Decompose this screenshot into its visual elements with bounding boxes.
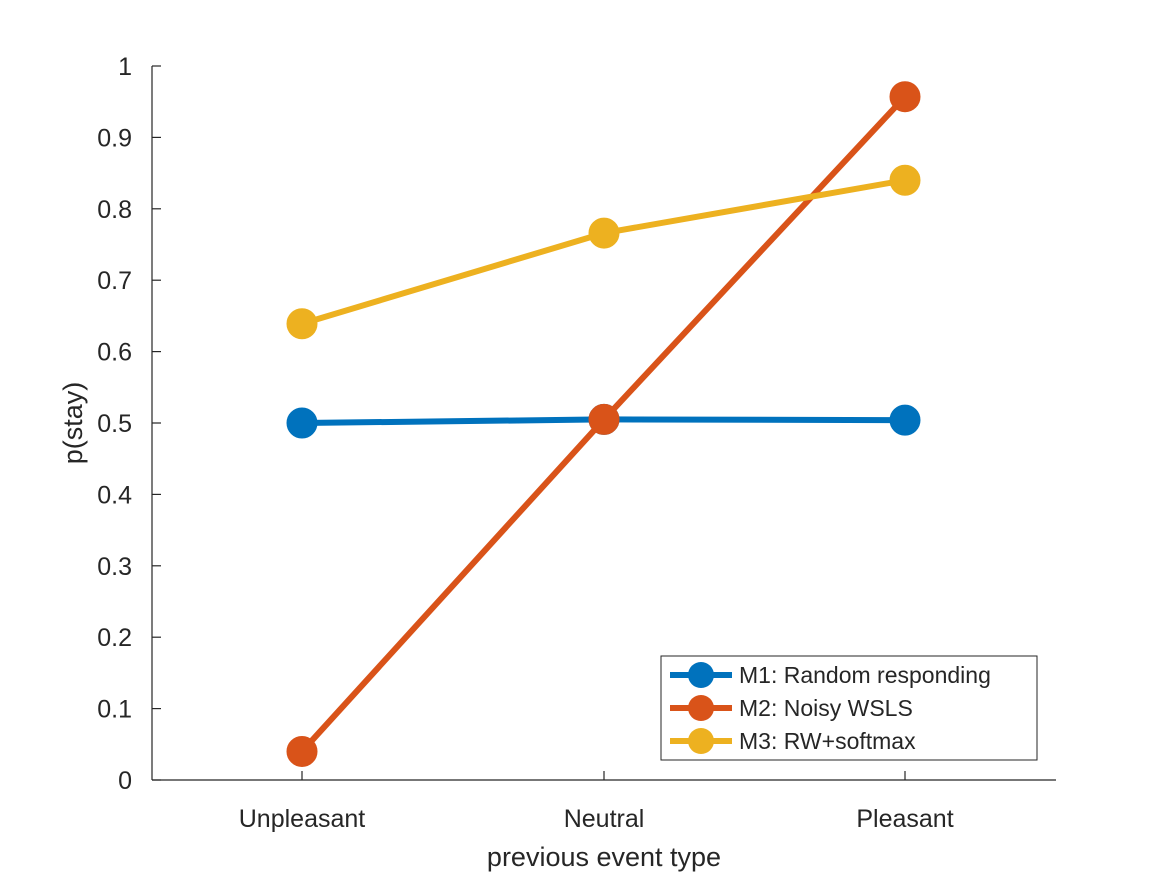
data-point: [588, 403, 620, 435]
y-tick-label: 0.9: [97, 124, 132, 152]
data-point: [889, 404, 921, 436]
y-axis-label: p(stay): [58, 382, 88, 465]
series-line: [301, 177, 906, 327]
x-tick-label: Pleasant: [856, 805, 953, 833]
y-tick-label: 0.3: [97, 553, 132, 581]
y-tick-label: 0.6: [97, 339, 132, 367]
y-tick-label: 0.8: [97, 196, 132, 224]
legend: M1: Random responding M2: Noisy WSLS M3: R…: [660, 655, 1038, 761]
y-tick-label: 0.7: [97, 267, 132, 295]
x-tick-label: Unpleasant: [239, 805, 366, 833]
data-point: [286, 735, 318, 767]
x-axis-label: previous event type: [487, 842, 721, 872]
y-tick-label: 0: [118, 767, 132, 795]
y-ticks: 0 0.1 0.2 0.3 0.4 0.5 0.6 0.7 0.8 0.9 1: [97, 53, 161, 795]
legend-entry: M1: Random responding: [670, 662, 991, 688]
legend-label: M1: Random responding: [739, 662, 991, 688]
data-point: [286, 308, 318, 340]
legend-swatch-marker: [688, 695, 714, 721]
series-2: [286, 81, 921, 767]
legend-entry: M2: Noisy WSLS: [670, 695, 913, 721]
legend-swatch-marker: [688, 728, 714, 754]
y-tick-label: 0.4: [97, 481, 132, 509]
legend-label: M3: RW+softmax: [739, 728, 916, 754]
legend-entry: M3: RW+softmax: [670, 728, 916, 754]
y-tick-label: 0.5: [97, 410, 132, 438]
y-tick-label: 1: [118, 53, 132, 81]
series-3: [286, 164, 921, 340]
y-tick-label: 0.2: [97, 624, 132, 652]
legend-label: M2: Noisy WSLS: [739, 695, 913, 721]
data-point: [889, 164, 921, 196]
x-tick-label: Neutral: [564, 805, 645, 833]
legend-swatch-marker: [688, 662, 714, 688]
series-layer: [286, 81, 921, 767]
x-ticks: Unpleasant Neutral Pleasant: [239, 771, 954, 833]
data-point: [286, 407, 318, 439]
data-point: [889, 81, 921, 113]
data-point: [588, 217, 620, 249]
y-tick-label: 0.1: [97, 696, 132, 724]
